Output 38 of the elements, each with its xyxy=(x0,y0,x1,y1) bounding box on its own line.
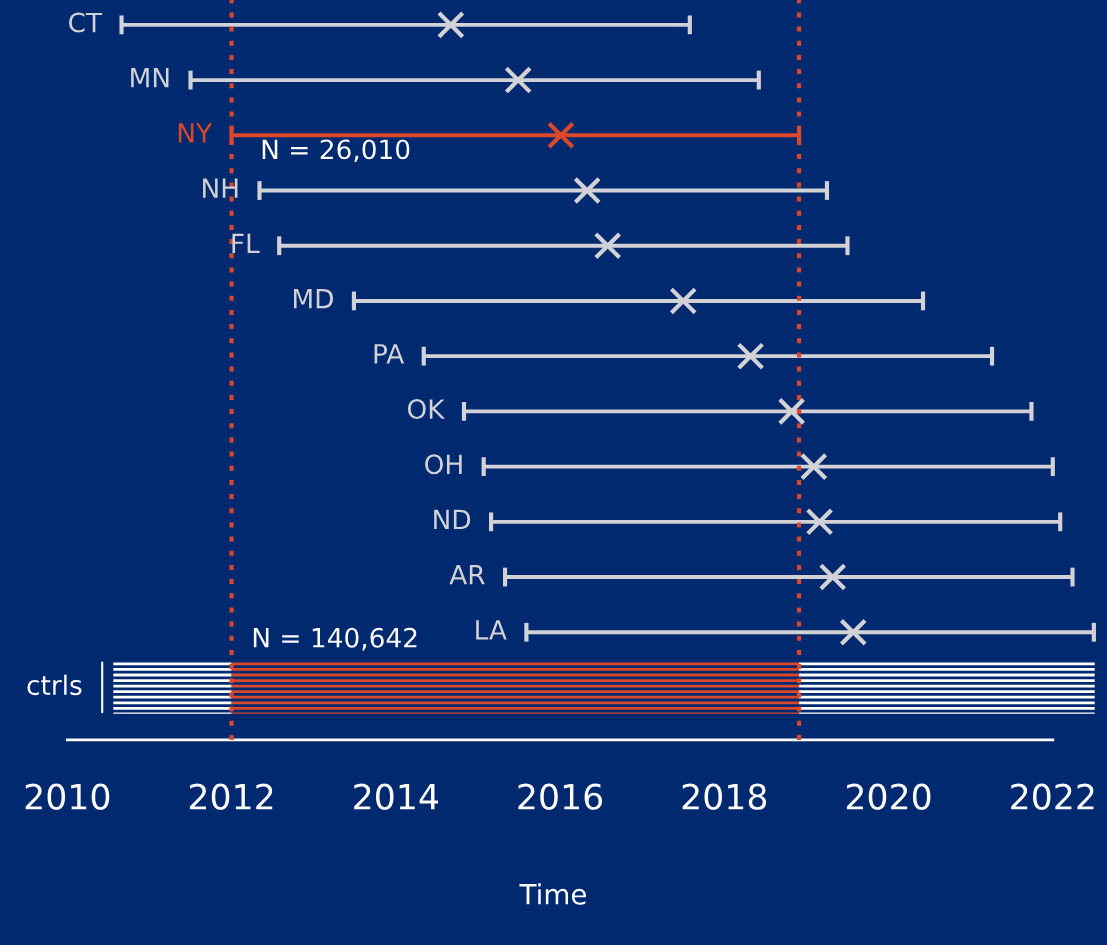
y-tick-label: OK xyxy=(407,399,446,420)
x-tick-label: 2010 xyxy=(25,783,110,810)
y-tick-label: NH xyxy=(203,178,238,198)
point xyxy=(818,563,847,591)
point xyxy=(839,618,868,647)
point xyxy=(805,507,834,536)
x-tick-label: 2016 xyxy=(518,783,603,810)
y-tick-label: ND xyxy=(434,509,471,530)
point xyxy=(546,121,575,150)
y-tick-label: OH xyxy=(425,454,462,475)
point xyxy=(436,10,465,39)
y-tick-label: FL xyxy=(232,233,260,254)
x-tick-label: 2022 xyxy=(1011,783,1094,810)
bar xyxy=(231,661,800,714)
bar xyxy=(113,661,232,714)
point xyxy=(799,452,828,481)
annotation: N = 140,642 xyxy=(253,627,417,651)
x-tick-label: 2012 xyxy=(189,783,273,810)
point xyxy=(573,176,602,205)
x-axis-title: Time xyxy=(519,883,587,905)
y-tick-label: AR xyxy=(449,565,485,585)
x-tick-label: 2020 xyxy=(846,783,931,810)
y-tick-label: MN xyxy=(131,68,169,88)
y-tick-label: PA xyxy=(374,344,405,364)
y-tick-label: CT xyxy=(69,12,103,33)
y-tick-label: LA xyxy=(476,620,507,640)
point xyxy=(736,342,765,371)
y-tick-label: MD xyxy=(294,288,333,309)
x-tick-label: 2018 xyxy=(682,783,767,810)
y-tick-label: ctrls xyxy=(27,674,82,696)
point xyxy=(777,397,806,426)
x-tick-label: 2014 xyxy=(354,783,439,810)
point xyxy=(593,231,622,260)
bar xyxy=(799,661,1095,714)
annotation: N = 26,010 xyxy=(262,139,410,163)
point xyxy=(504,66,533,94)
y-tick-label: NY xyxy=(178,123,213,143)
point xyxy=(669,287,698,315)
